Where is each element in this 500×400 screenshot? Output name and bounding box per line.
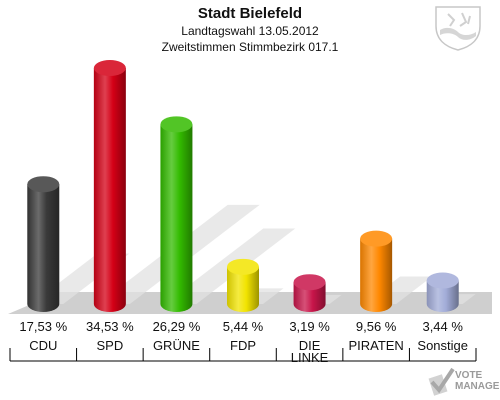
category-label: Sonstige <box>417 338 468 353</box>
bar <box>27 184 60 312</box>
bars <box>27 60 459 312</box>
category-label: CDU <box>29 338 57 353</box>
bar <box>293 282 326 312</box>
chart-title: Stadt Bielefeld <box>197 5 303 22</box>
watermark-line-1: VOTE <box>455 370 483 381</box>
bar-top <box>227 258 259 275</box>
watermark-text: VOTE MANAGER <box>455 370 500 392</box>
coat-of-arms-icon <box>435 6 481 51</box>
bar <box>160 124 193 312</box>
bar <box>227 266 259 312</box>
value-labels: 17,53 % 34,53 % 26,29 % 5,44 % 3,19 % 9,56 % 3… <box>19 319 463 334</box>
category-label: PIRATEN <box>348 338 403 353</box>
bar <box>360 238 393 312</box>
value-label: 9,56 % <box>356 319 397 334</box>
category-axis <box>9 348 477 362</box>
value-label: 17,53 % <box>19 319 67 334</box>
category-label: GRÜNE <box>153 338 200 353</box>
value-label: 26,29 % <box>153 319 201 334</box>
bar <box>426 280 459 312</box>
chart-subtitle-election: Landtagswahl 13.05.2012 <box>181 24 319 38</box>
chart-subtitle-district: Zweitstimmen Stimmbezirk 017.1 <box>161 40 339 54</box>
bar <box>93 68 126 312</box>
category-label: SPD <box>96 338 123 353</box>
vote-manager-logo-icon <box>428 367 455 396</box>
bar-top <box>426 272 459 289</box>
bar-top <box>293 274 326 291</box>
watermark-line-2: MANAGER <box>455 381 500 392</box>
category-label: LINKE <box>291 350 329 365</box>
value-label: 34,53 % <box>86 319 134 334</box>
bar-top <box>360 230 393 247</box>
bar-top <box>160 116 193 133</box>
value-label: 3,44 % <box>422 319 463 334</box>
title-block: Stadt Bielefeld Landtagswahl 13.05.2012 … <box>0 4 500 55</box>
value-label: 3,19 % <box>289 319 330 334</box>
category-label: DIE <box>299 338 321 353</box>
bar-top <box>93 60 126 76</box>
bar-top <box>27 176 60 193</box>
value-label: 5,44 % <box>223 319 264 334</box>
category-label: FDP <box>230 338 256 353</box>
